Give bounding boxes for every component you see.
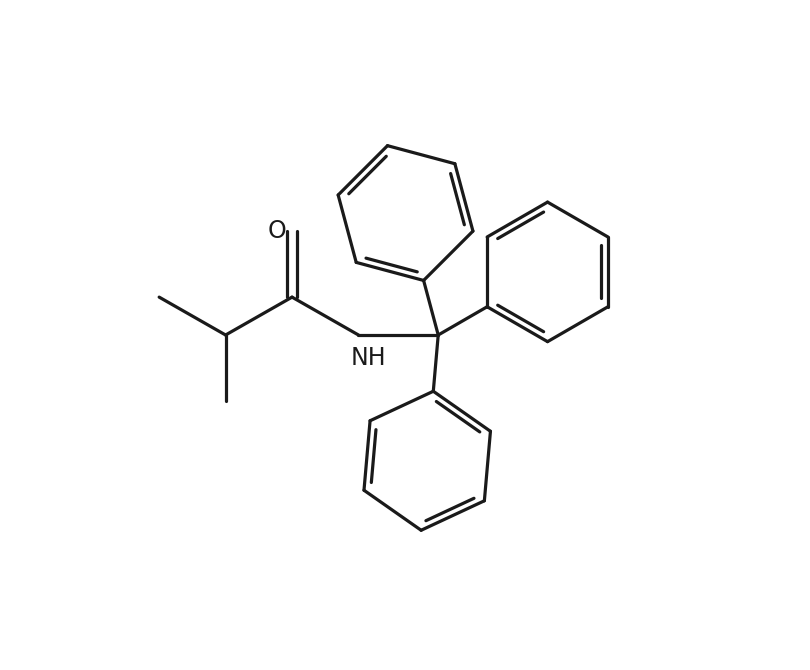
Text: NH: NH [351, 346, 386, 371]
Text: O: O [268, 218, 287, 243]
